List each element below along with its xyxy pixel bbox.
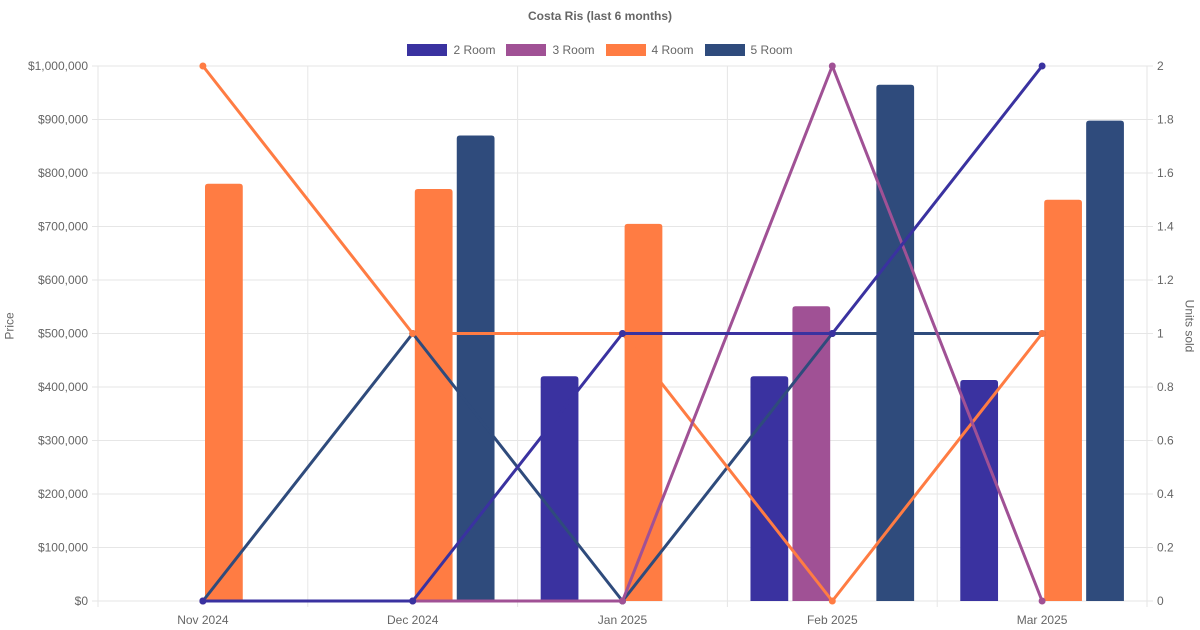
x-tick-label: Nov 2024 (177, 613, 229, 627)
y-tick-label: $400,000 (38, 380, 88, 394)
bar-5-room (456, 135, 495, 602)
legend-swatch-3-room (506, 44, 547, 56)
point-2-room (409, 597, 417, 605)
y2-tick-label: 0.2 (1157, 541, 1174, 555)
legend-label-3-room: 3 Room (552, 43, 595, 57)
y-tick-label: $900,000 (38, 113, 88, 127)
y-tick-label: $200,000 (38, 487, 88, 501)
legend-label-5-room: 5 Room (750, 43, 793, 57)
line-5-room (201, 332, 1043, 603)
point-2-room (1038, 62, 1046, 70)
bar-4-room (1044, 199, 1082, 601)
y-tick-label: $100,000 (38, 541, 88, 555)
y2-tick-label: 1.4 (1157, 220, 1174, 234)
legend-item-4-room[interactable]: 4 Room (605, 42, 694, 58)
bar-2-room (750, 376, 789, 601)
x-tick-label: Feb 2025 (807, 613, 858, 627)
point-2-room (828, 330, 836, 337)
x-tick-label: Jan 2025 (598, 613, 648, 627)
point-3-room (1038, 597, 1046, 605)
point-3-room (619, 597, 626, 605)
y2-tick-label: 1.8 (1157, 113, 1174, 127)
y2-tick-label: 0.8 (1157, 380, 1174, 394)
legend-label-2-room: 2 Room (453, 43, 496, 57)
legend-item-5-room[interactable]: 5 Room (704, 42, 793, 58)
point-2-room (619, 330, 626, 337)
x-tick-label: Mar 2025 (1017, 613, 1068, 627)
legend: 2 Room 3 Room 4 Room 5 Room (0, 42, 1200, 58)
point-4-room (1038, 330, 1046, 337)
y-tick-label: $700,000 (38, 220, 88, 234)
bar-5-room (1086, 120, 1124, 601)
bar-4-room (414, 189, 453, 602)
bar-4-room (624, 223, 663, 601)
legend-label-4-room: 4 Room (651, 43, 694, 57)
y2-tick-label: 0 (1157, 594, 1164, 608)
point-4-room (199, 62, 207, 70)
bar-5-room (876, 84, 915, 602)
y-tick-label: $1,000,000 (28, 59, 88, 73)
bar-3-room (792, 306, 831, 601)
y-tick-label: $800,000 (38, 166, 88, 180)
legend-item-3-room[interactable]: 3 Room (506, 42, 595, 58)
point-3-room (828, 62, 836, 70)
y-tick-label: $500,000 (38, 327, 88, 341)
point-2-room (199, 597, 207, 605)
point-4-room (828, 597, 836, 605)
x-tick-label: Dec 2024 (387, 613, 439, 627)
legend-item-2-room[interactable]: 2 Room (407, 42, 495, 58)
legend-swatch-4-room (605, 44, 646, 56)
bar-4-room (204, 183, 243, 601)
legend-swatch-2-room (407, 44, 448, 56)
legend-swatch-5-room (704, 44, 745, 56)
y-tick-label: $0 (75, 594, 89, 608)
y2-tick-label: 0.6 (1157, 434, 1174, 448)
y-tick-label: $600,000 (38, 273, 88, 287)
bar-2-room (540, 376, 579, 601)
y2-tick-label: 1.6 (1157, 166, 1174, 180)
y2-tick-label: 2 (1157, 59, 1164, 73)
chart-title: Costa Ris (last 6 months) (527, 9, 673, 23)
bar-2-room (960, 380, 999, 601)
y2-tick-label: 1.2 (1157, 273, 1174, 287)
y2-tick-label: 1 (1157, 327, 1164, 341)
point-4-room (409, 330, 417, 337)
y2-tick-label: 0.4 (1157, 487, 1174, 501)
y-tick-label: $300,000 (38, 434, 88, 448)
